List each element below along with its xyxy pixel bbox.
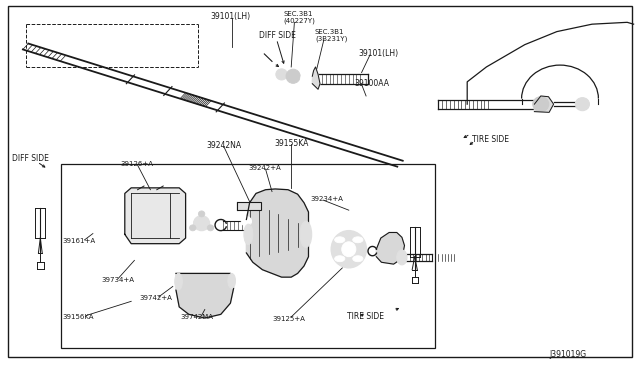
Text: DIFF SIDE: DIFF SIDE [259,31,296,40]
Text: (3B231Y): (3B231Y) [315,36,348,42]
Polygon shape [312,67,320,89]
Circle shape [335,237,345,243]
Polygon shape [176,273,234,318]
Text: 39742MA: 39742MA [180,314,214,320]
Ellipse shape [228,273,236,288]
Ellipse shape [189,225,196,231]
Ellipse shape [575,98,589,111]
Polygon shape [246,189,308,277]
Text: SEC.3B1: SEC.3B1 [284,11,313,17]
Text: J391019G: J391019G [549,350,586,359]
Circle shape [353,237,363,243]
Text: DIFF SIDE: DIFF SIDE [12,154,49,163]
Text: 39101(LH): 39101(LH) [210,12,250,21]
Text: 39101(LH): 39101(LH) [358,49,399,58]
Text: (40227Y): (40227Y) [284,18,316,25]
Polygon shape [376,232,404,264]
Ellipse shape [244,224,253,245]
Polygon shape [534,96,554,112]
Ellipse shape [342,242,356,257]
Text: 39242+A: 39242+A [248,165,281,171]
Text: 39100AA: 39100AA [354,79,389,88]
Ellipse shape [276,69,287,80]
Text: TIRE SIDE: TIRE SIDE [347,312,384,321]
Text: 39155KA: 39155KA [274,139,308,148]
Text: 39734+A: 39734+A [101,277,134,283]
Ellipse shape [532,97,548,112]
Polygon shape [125,188,186,244]
Text: 39156KA: 39156KA [63,314,94,320]
Ellipse shape [332,231,367,268]
Ellipse shape [286,69,300,83]
Ellipse shape [397,250,407,265]
Text: SEC.3B1: SEC.3B1 [315,29,344,35]
Ellipse shape [207,225,214,231]
Bar [237,202,261,210]
Ellipse shape [175,273,182,290]
Text: TIRE SIDE: TIRE SIDE [472,135,509,144]
Text: 39161+A: 39161+A [63,238,96,244]
Circle shape [353,256,363,262]
Ellipse shape [84,195,114,236]
Ellipse shape [193,216,210,231]
Text: 39242NA: 39242NA [206,141,241,150]
Ellipse shape [198,211,205,217]
Ellipse shape [92,206,106,226]
Text: 39742+A: 39742+A [140,295,172,301]
Bar [61,164,435,348]
Text: 39125+A: 39125+A [272,316,305,322]
Ellipse shape [301,73,311,83]
Ellipse shape [241,217,252,226]
Circle shape [335,256,345,262]
Ellipse shape [300,221,312,247]
Text: 39234+A: 39234+A [310,196,343,202]
Text: 39126+A: 39126+A [120,161,154,167]
